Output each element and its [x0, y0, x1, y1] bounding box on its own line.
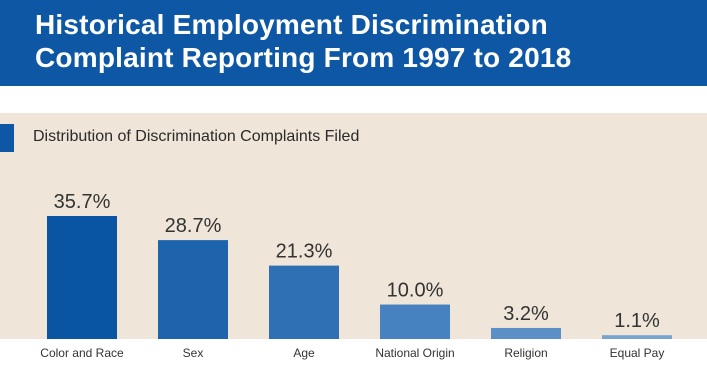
bar-5: [602, 335, 672, 339]
chart-panel: [0, 113, 707, 339]
category-label-4: Religion: [504, 346, 547, 360]
category-label-0: Color and Race: [40, 346, 124, 360]
page-title-line-2: Complaint Reporting From 1997 to 2018: [35, 42, 572, 73]
category-label-5: Equal Pay: [610, 346, 665, 360]
page-title-line-1: Historical Employment Discrimination: [35, 9, 548, 40]
category-label-3: National Origin: [375, 346, 454, 360]
category-label-1: Sex: [183, 346, 204, 360]
subtitle-accent-bar: [0, 124, 14, 152]
data-label-0: 35.7%: [54, 191, 111, 213]
data-label-1: 28.7%: [165, 215, 222, 237]
header-banner: Historical Employment Discrimination Com…: [0, 0, 707, 86]
page-title: Historical Employment Discrimination Com…: [35, 8, 695, 74]
category-label-2: Age: [293, 346, 315, 360]
bar-4: [491, 327, 561, 339]
bar-0: [47, 216, 117, 339]
bar-2: [269, 265, 339, 339]
data-label-4: 3.2%: [503, 303, 549, 325]
bar-1: [158, 240, 228, 339]
chart-title: Distribution of Discrimination Complaint…: [33, 128, 360, 145]
data-label-2: 21.3%: [276, 241, 333, 263]
data-label-5: 1.1%: [614, 310, 660, 332]
data-label-3: 10.0%: [387, 280, 444, 302]
bar-3: [380, 304, 450, 339]
